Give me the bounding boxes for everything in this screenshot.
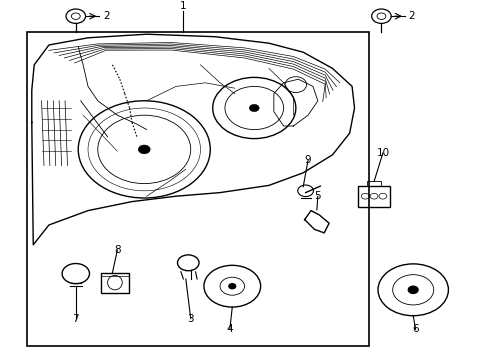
Text: 10: 10 bbox=[376, 148, 388, 158]
Text: 6: 6 bbox=[411, 324, 418, 334]
Bar bbox=[101, 273, 129, 292]
Bar bbox=[27, 32, 368, 346]
Text: 5: 5 bbox=[314, 191, 321, 201]
Text: 8: 8 bbox=[114, 245, 121, 255]
Circle shape bbox=[249, 104, 259, 112]
Text: 3: 3 bbox=[187, 314, 194, 324]
Text: 4: 4 bbox=[226, 324, 233, 334]
Circle shape bbox=[138, 145, 150, 154]
Circle shape bbox=[228, 284, 235, 289]
Text: 1: 1 bbox=[180, 1, 186, 12]
Text: 2: 2 bbox=[407, 11, 414, 21]
Text: 7: 7 bbox=[72, 314, 79, 324]
Text: 9: 9 bbox=[304, 155, 311, 165]
Bar bbox=[357, 186, 389, 207]
Circle shape bbox=[407, 286, 417, 293]
Bar bbox=[366, 181, 381, 186]
Text: 2: 2 bbox=[102, 11, 109, 21]
